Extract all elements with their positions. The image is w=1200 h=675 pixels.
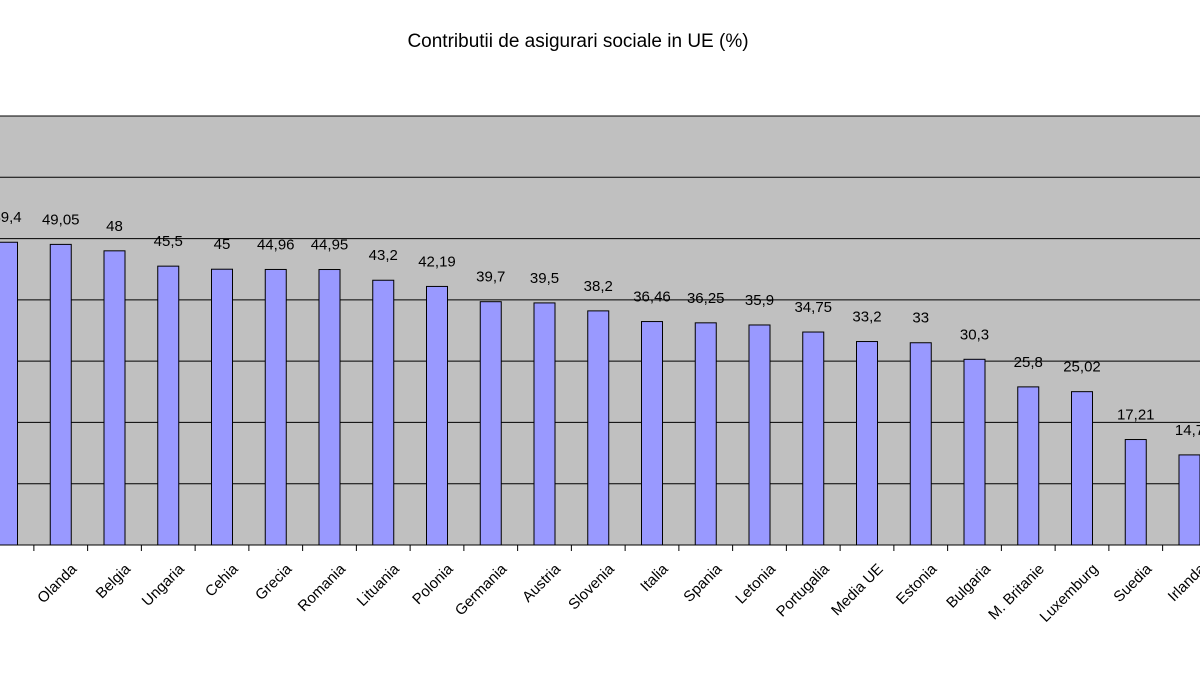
- bar: [103, 250, 126, 546]
- bar: [264, 268, 287, 546]
- bar: [641, 321, 663, 546]
- bar: [1124, 439, 1147, 546]
- data-label: 14,7: [1175, 422, 1200, 439]
- bar: [0, 241, 18, 546]
- x-tick-label: Belgia: [93, 560, 135, 602]
- x-tick-label: Media UE: [828, 561, 887, 620]
- data-label: 17,21: [1117, 406, 1155, 423]
- bar: [856, 341, 878, 546]
- data-label: 34,75: [794, 299, 832, 316]
- x-tick-label: Grecia: [252, 560, 296, 604]
- x-tick-label: Portugalia: [773, 560, 833, 620]
- data-label: 45: [214, 236, 231, 253]
- bar: [1017, 386, 1040, 546]
- data-label: 44,95: [311, 236, 349, 253]
- x-tick-label: Lituania: [354, 560, 404, 610]
- x-tick-label: Romania: [295, 560, 350, 615]
- data-label: 39,7: [476, 269, 505, 286]
- data-label: 48: [106, 218, 123, 235]
- bar: [1178, 454, 1200, 546]
- data-label: 38,2: [584, 278, 613, 295]
- x-tick-label: Austria: [519, 560, 564, 605]
- data-label: 36,46: [633, 289, 671, 306]
- x-tick-label: Luxemburg: [1037, 561, 1102, 626]
- bar: [479, 301, 502, 546]
- bar: [533, 302, 556, 546]
- bar: [372, 279, 395, 546]
- bar: [318, 269, 341, 546]
- bar: [802, 331, 825, 546]
- data-label: 43,2: [369, 247, 398, 264]
- bar: [587, 310, 610, 546]
- data-label: 25,8: [1014, 354, 1043, 371]
- data-label: 25,02: [1063, 359, 1101, 376]
- x-tick-label: Italia: [637, 560, 672, 595]
- x-tick-label: Polonia: [409, 560, 457, 608]
- data-label: 33,2: [852, 309, 881, 326]
- x-tick-label: Irlanda: [1165, 560, 1200, 605]
- bar: [1071, 391, 1093, 546]
- x-tick-label: Bulgaria: [943, 560, 994, 611]
- x-tick-label: Letonia: [732, 560, 779, 607]
- data-label: 33: [912, 310, 929, 327]
- x-tick-label: Olanda: [34, 560, 81, 607]
- bar: [909, 342, 932, 546]
- data-label: 30,3: [960, 326, 989, 343]
- bar: [157, 265, 180, 546]
- x-tick-label: Slovenia: [565, 560, 618, 613]
- bar: [694, 322, 717, 546]
- data-label: 36,25: [687, 290, 725, 307]
- x-tick-label: Suedia: [1110, 560, 1156, 606]
- data-label: 45,5: [154, 233, 183, 250]
- bar: [49, 243, 72, 546]
- x-tick-label: Ungaria: [139, 560, 189, 610]
- x-tick-label: Estonia: [893, 560, 941, 608]
- data-label: 49,05: [42, 211, 80, 228]
- bar: [211, 268, 233, 546]
- x-tick-label: Spania: [680, 560, 726, 606]
- bar: [963, 358, 986, 546]
- data-label: 35,9: [745, 292, 774, 309]
- x-tick-label: Cehia: [202, 560, 242, 600]
- data-label: 44,96: [257, 236, 295, 253]
- data-label: 42,19: [418, 253, 456, 270]
- data-label: 49,4: [0, 209, 22, 226]
- data-label: 39,5: [530, 270, 559, 287]
- bar: [426, 285, 448, 546]
- bar: [748, 324, 771, 546]
- chart-title: Contributii de asigurari sociale in UE (…: [407, 31, 748, 52]
- x-tick-label: Germania: [452, 560, 511, 619]
